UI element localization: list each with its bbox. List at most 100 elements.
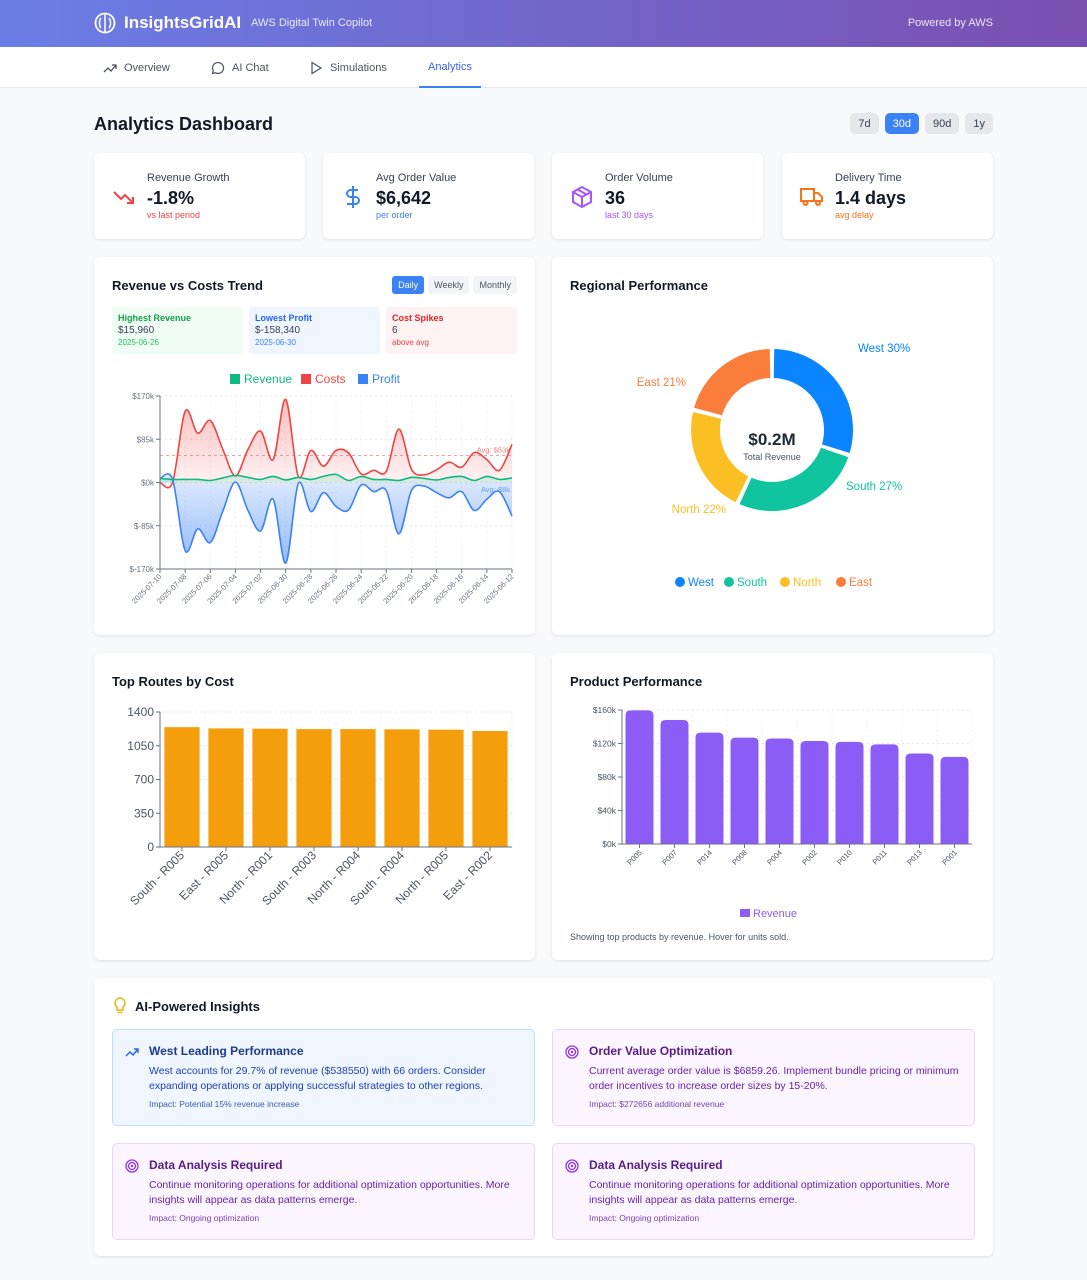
kpi-sub: vs last period [147,210,201,220]
stat-detail: 2025-06-26 [118,338,159,347]
toggle-weekly[interactable]: Weekly [428,276,470,294]
top-routes-card: Top Routes by Cost 0 350 700 1050 1400 South … [94,653,535,960]
profit-line [159,473,513,564]
y-tick-label: $-85k [134,522,155,531]
donut-slice-south [736,445,851,513]
revenue-area [160,474,512,483]
legend-label: West [688,577,715,589]
card-title: Top Routes by Cost [112,674,234,689]
kpi-delivery-time: Delivery Time 1.4 days avg delay [782,153,993,239]
y-tick-label: $160k [593,705,617,715]
toggle-daily[interactable]: Daily [392,276,425,294]
bar [340,729,376,847]
trend-chart: $170k$85k$0k$-85k$-170k2025-07-102025-07… [130,372,516,606]
app-header: InsightsGridAI AWS Digital Twin Copilot … [0,0,1087,47]
legend-swatch [301,374,311,384]
average-label: Avg: $53k [477,446,510,455]
y-tick-label: 0 [147,840,154,854]
legend-label: Revenue [753,908,797,920]
main-nav: Overview AI Chat Simulations Analytics [0,47,1087,88]
target-icon [565,1045,579,1059]
legend-dot [836,577,846,587]
y-tick-label: 700 [134,773,154,787]
chat-bubble-icon [211,61,225,74]
range-30d[interactable]: 30d [884,113,920,134]
ai-insights-card: AI-Powered Insights West Leading Perform… [94,978,993,1256]
kpi-sub: avg delay [835,210,874,220]
y-tick-label: $40k [598,805,617,815]
legend-label: South [737,577,767,589]
x-tick-label: P011 [871,848,889,866]
stat-lowest-profit: Lowest Profit $-158,340 2025-06-30 [249,307,380,354]
bar [870,744,899,844]
stat-detail: above avg [392,338,429,347]
tab-simulations[interactable]: Simulations [309,47,387,88]
kpi-label: Delivery Time [835,172,902,184]
bar [695,732,724,844]
range-7d[interactable]: 7d [850,113,879,134]
tab-label: Simulations [330,61,387,74]
legend-label: Profit [372,372,401,386]
kpi-label: Order Volume [605,172,673,184]
tab-analytics[interactable]: Analytics [419,47,481,88]
bar [625,710,654,844]
insight-impact: Impact: $272656 additional revenue [589,1099,725,1109]
insight-title: Data Analysis Required [149,1158,283,1172]
bar [472,730,508,847]
insight-impact: Impact: Potential 15% revenue increase [149,1099,300,1109]
x-tick-label: P013 [905,848,924,867]
tab-overview[interactable]: Overview [103,47,170,88]
card-title: Revenue vs Costs Trend [112,278,263,293]
kpi-sub: last 30 days [605,210,654,220]
legend-swatch [358,374,368,384]
kpi-sub: per order [376,210,413,220]
stat-label: Cost Spikes [392,313,444,323]
brand-name: InsightsGridAI [124,13,242,32]
y-tick-label: $120k [593,738,617,748]
bar [428,729,464,847]
tab-label: AI Chat [232,61,269,74]
x-tick-label: P007 [660,848,679,867]
y-tick-label: 1050 [127,739,154,753]
legend-swatch [740,909,750,917]
insight-body: West accounts for 29.7% of revenue ($538… [149,1065,486,1092]
product-performance-card: Product Performance $0k $40k $80k $120k $160… [552,653,993,960]
stat-value: $15,960 [118,325,155,336]
bar [252,728,288,847]
slice-label: North 22% [672,504,726,516]
target-icon [565,1159,579,1173]
brand[interactable]: InsightsGridAI AWS Digital Twin Copilot [94,12,372,34]
range-90d[interactable]: 90d [925,113,960,134]
x-tick-label: P002 [800,848,819,867]
tab-label: Overview [124,61,170,74]
powered-by: Powered by AWS [907,17,993,29]
insight-impact: Impact: Ongoing optimization [149,1213,260,1223]
kpi-avg-order-value: Avg Order Value $6,642 per order [323,153,534,239]
y-tick-label: 1400 [127,705,154,719]
tab-label: Analytics [427,60,473,73]
insight-title: West Leading Performance [149,1044,304,1058]
average-label: Avg: $8k [481,485,510,494]
stat-cost-spikes: Cost Spikes 6 above avg [386,307,517,354]
costs-line [159,398,513,489]
range-selector: 7d 30d 90d 1y [850,113,993,134]
x-tick-label: P004 [765,848,784,867]
dollar-icon [346,186,360,208]
insight-card: Data Analysis Required Continue monitori… [112,1143,535,1240]
legend-label: East [849,577,873,589]
products-note: Showing top products by revenue. Hover f… [570,932,789,942]
bar [835,741,864,844]
donut-slice-west [771,346,855,456]
legend-swatch [230,374,240,384]
insight-body: Continue monitoring operations for addit… [149,1179,510,1206]
range-1y[interactable]: 1y [965,113,993,134]
kpi-label: Revenue Growth [147,172,230,184]
bar [940,756,969,844]
legend-label: Costs [315,372,346,386]
target-icon [125,1159,139,1173]
legend-label: North [793,577,821,589]
toggle-monthly[interactable]: Monthly [473,276,517,294]
profit-area [160,473,512,564]
tab-ai-chat[interactable]: AI Chat [211,47,269,88]
